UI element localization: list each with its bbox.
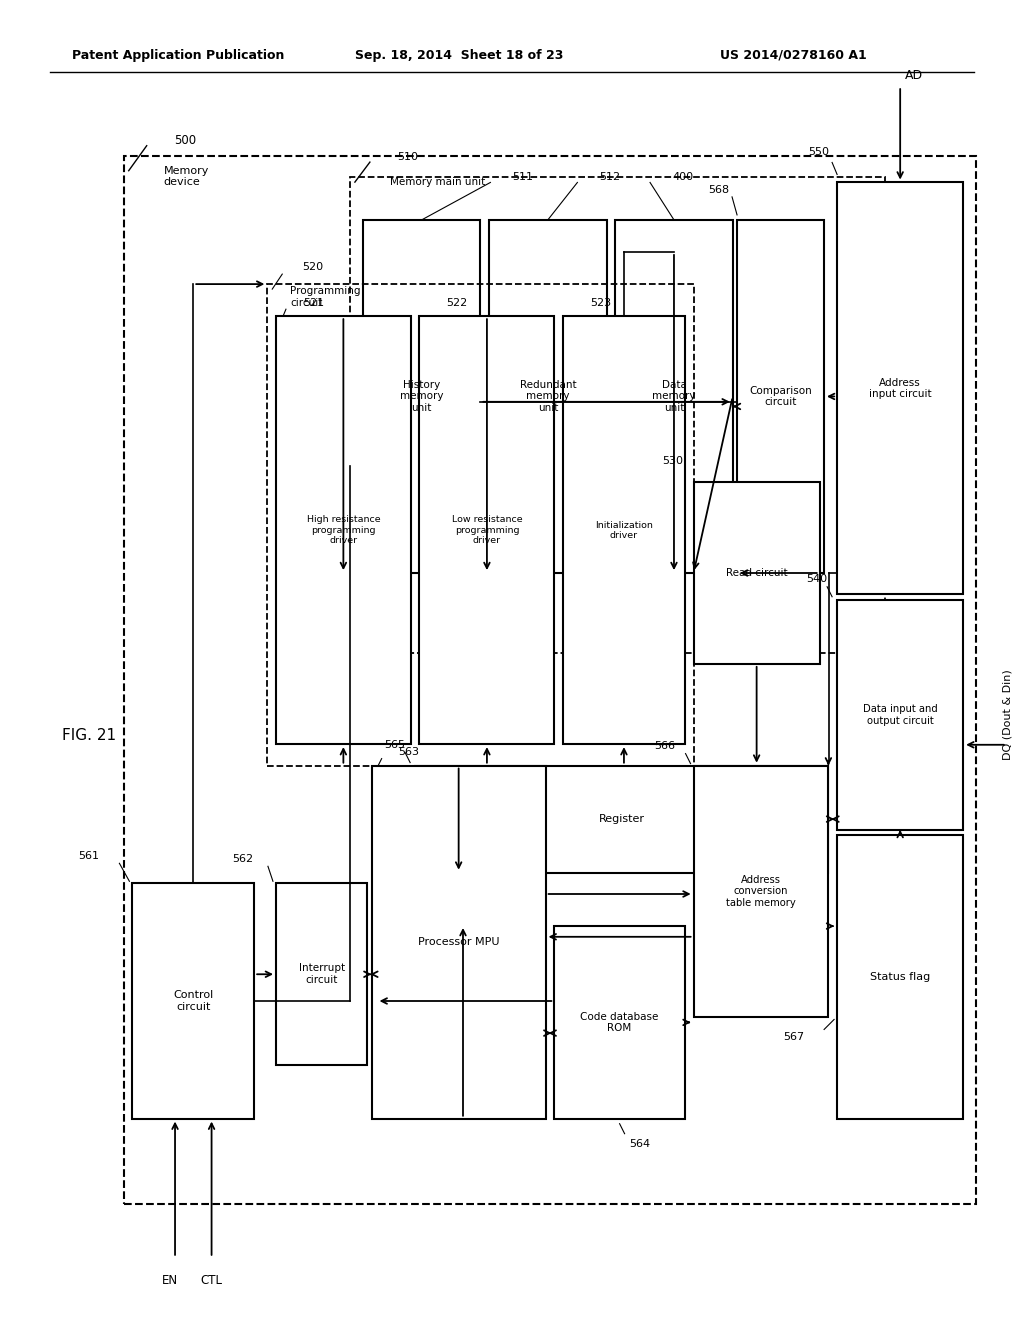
Text: Status flag: Status flag: [870, 972, 930, 982]
Bar: [737, 220, 824, 573]
Text: Read circuit: Read circuit: [726, 568, 787, 578]
Bar: [837, 836, 964, 1119]
Text: Data input and
output circuit: Data input and output circuit: [863, 704, 938, 726]
Text: Patent Application Publication: Patent Application Publication: [72, 49, 285, 62]
Bar: [372, 766, 546, 1119]
Text: 400: 400: [672, 173, 693, 182]
Text: Programming
circuit: Programming circuit: [290, 286, 360, 308]
Text: Interrupt
circuit: Interrupt circuit: [299, 964, 345, 985]
Text: Control
circuit: Control circuit: [173, 990, 213, 1012]
Text: 510: 510: [397, 152, 418, 162]
Text: 550: 550: [808, 148, 829, 157]
Bar: [124, 156, 976, 1204]
Text: Redundant
memory
unit: Redundant memory unit: [519, 380, 577, 413]
Text: 500: 500: [174, 135, 196, 148]
Text: High resistance
programming
driver: High resistance programming driver: [306, 515, 380, 545]
Bar: [837, 182, 964, 594]
Text: 522: 522: [446, 298, 468, 308]
Text: 521: 521: [303, 298, 324, 308]
Text: US 2014/0278160 A1: US 2014/0278160 A1: [720, 49, 866, 62]
Bar: [837, 599, 964, 830]
Bar: [362, 220, 480, 573]
Text: 567: 567: [783, 1032, 804, 1043]
Text: Register: Register: [599, 814, 645, 824]
Text: FIG. 21: FIG. 21: [62, 727, 116, 742]
Text: Comparison
circuit: Comparison circuit: [750, 385, 812, 408]
Text: 540: 540: [806, 574, 827, 583]
Bar: [132, 883, 254, 1119]
Text: 565: 565: [384, 739, 406, 750]
Text: 530: 530: [663, 455, 684, 466]
Text: Data
memory
unit: Data memory unit: [652, 380, 695, 413]
Bar: [275, 317, 411, 744]
Text: EN: EN: [162, 1274, 178, 1287]
Text: 568: 568: [708, 185, 729, 195]
Text: Code database
ROM: Code database ROM: [581, 1011, 658, 1034]
Text: 511: 511: [512, 173, 534, 182]
Text: 520: 520: [302, 263, 324, 272]
Text: AD: AD: [905, 69, 924, 82]
Text: Address
conversion
table memory: Address conversion table memory: [726, 875, 796, 908]
Text: Processor MPU: Processor MPU: [418, 937, 500, 948]
Text: Memory
device: Memory device: [164, 166, 209, 187]
Bar: [275, 883, 368, 1065]
Text: 563: 563: [398, 747, 420, 756]
Text: 561: 561: [79, 851, 99, 862]
Bar: [563, 317, 685, 744]
Text: 564: 564: [630, 1139, 650, 1148]
Text: Memory main unit: Memory main unit: [390, 177, 485, 187]
Text: Address
input circuit: Address input circuit: [868, 378, 932, 399]
Bar: [267, 284, 693, 766]
Text: 562: 562: [231, 854, 253, 865]
Bar: [693, 482, 819, 664]
Bar: [415, 766, 828, 873]
Bar: [350, 177, 885, 653]
Bar: [554, 927, 685, 1119]
Text: DQ (Dout & Din): DQ (Dout & Din): [1002, 669, 1013, 760]
Text: 512: 512: [599, 173, 621, 182]
Text: Sep. 18, 2014  Sheet 18 of 23: Sep. 18, 2014 Sheet 18 of 23: [355, 49, 563, 62]
Text: CTL: CTL: [201, 1274, 222, 1287]
Bar: [489, 220, 606, 573]
Bar: [615, 220, 733, 573]
Bar: [693, 766, 828, 1016]
Bar: [420, 317, 554, 744]
Text: Low resistance
programming
driver: Low resistance programming driver: [452, 515, 522, 545]
Text: 523: 523: [590, 298, 611, 308]
Text: History
memory
unit: History memory unit: [400, 380, 443, 413]
Text: 566: 566: [654, 741, 676, 751]
Text: Initialization
driver: Initialization driver: [595, 520, 653, 540]
